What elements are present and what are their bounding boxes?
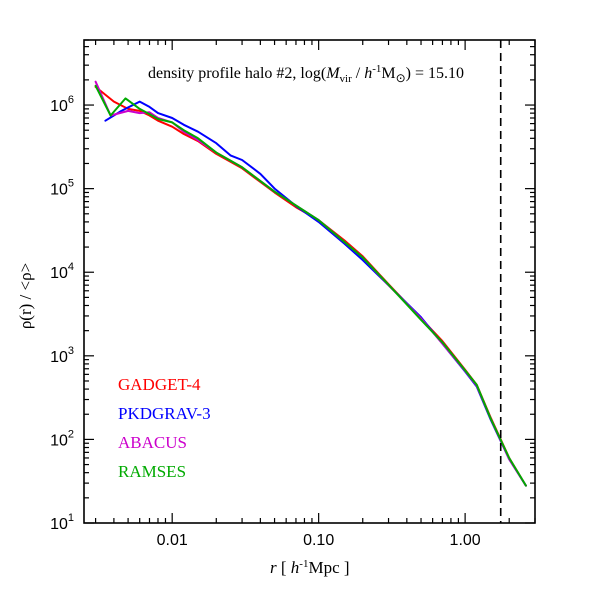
y-tick-label: 101 bbox=[50, 512, 74, 533]
series-line-ramses bbox=[94, 84, 527, 487]
y-tick-label: 105 bbox=[50, 178, 74, 199]
xlabel-h: h bbox=[291, 558, 300, 577]
xlabel-unit: Mpc ] bbox=[308, 558, 349, 577]
title-m: M bbox=[325, 65, 341, 82]
x-axis-label: r [ h-1Mpc ] bbox=[270, 558, 350, 577]
series-group bbox=[94, 80, 527, 487]
xlabel-r: r bbox=[270, 558, 277, 577]
title-h: h bbox=[364, 65, 372, 82]
chart-title: density profile halo #2, log(Mvir / h-1M… bbox=[148, 63, 464, 85]
title-suffix: ) = 15.10 bbox=[406, 65, 464, 82]
y-tick-label: 103 bbox=[50, 345, 74, 366]
title-m-sub: vir bbox=[340, 73, 353, 85]
legend-entry-abacus: ABACUS bbox=[118, 433, 187, 452]
legend: GADGET-4 PKDGRAV-3 ABACUS RAMSES bbox=[118, 375, 211, 481]
title-sun-symbol: ⊙ bbox=[396, 71, 406, 85]
x-axis-ticks: 0.01 0.10 1.00 bbox=[94, 40, 536, 549]
legend-entry-pkdgrav-3: PKDGRAV-3 bbox=[118, 404, 211, 423]
xlabel-open: [ bbox=[277, 558, 291, 577]
xlabel-h-sup: -1 bbox=[299, 558, 308, 570]
title-slash: / bbox=[352, 65, 364, 82]
title-msun: M bbox=[381, 65, 395, 82]
y-axis-ticks: 101 102 103 104 105 106 bbox=[50, 39, 535, 533]
plot-frame bbox=[83, 39, 536, 524]
legend-entry-ramses: RAMSES bbox=[118, 462, 186, 481]
y-axis-label: ρ(r) / <ρ> bbox=[16, 263, 35, 329]
legend-entry-gadget-4: GADGET-4 bbox=[118, 375, 201, 394]
y-tick-label: 102 bbox=[50, 428, 74, 449]
y-tick-label: 104 bbox=[50, 261, 74, 282]
title-prefix: density profile halo #2, log( bbox=[148, 65, 326, 82]
y-tick-label: 106 bbox=[50, 94, 74, 115]
x-tick-label: 1.00 bbox=[450, 532, 481, 549]
x-tick-label: 0.01 bbox=[157, 532, 188, 549]
title-h-sup: -1 bbox=[372, 63, 381, 75]
x-tick-label: 0.10 bbox=[303, 532, 334, 549]
